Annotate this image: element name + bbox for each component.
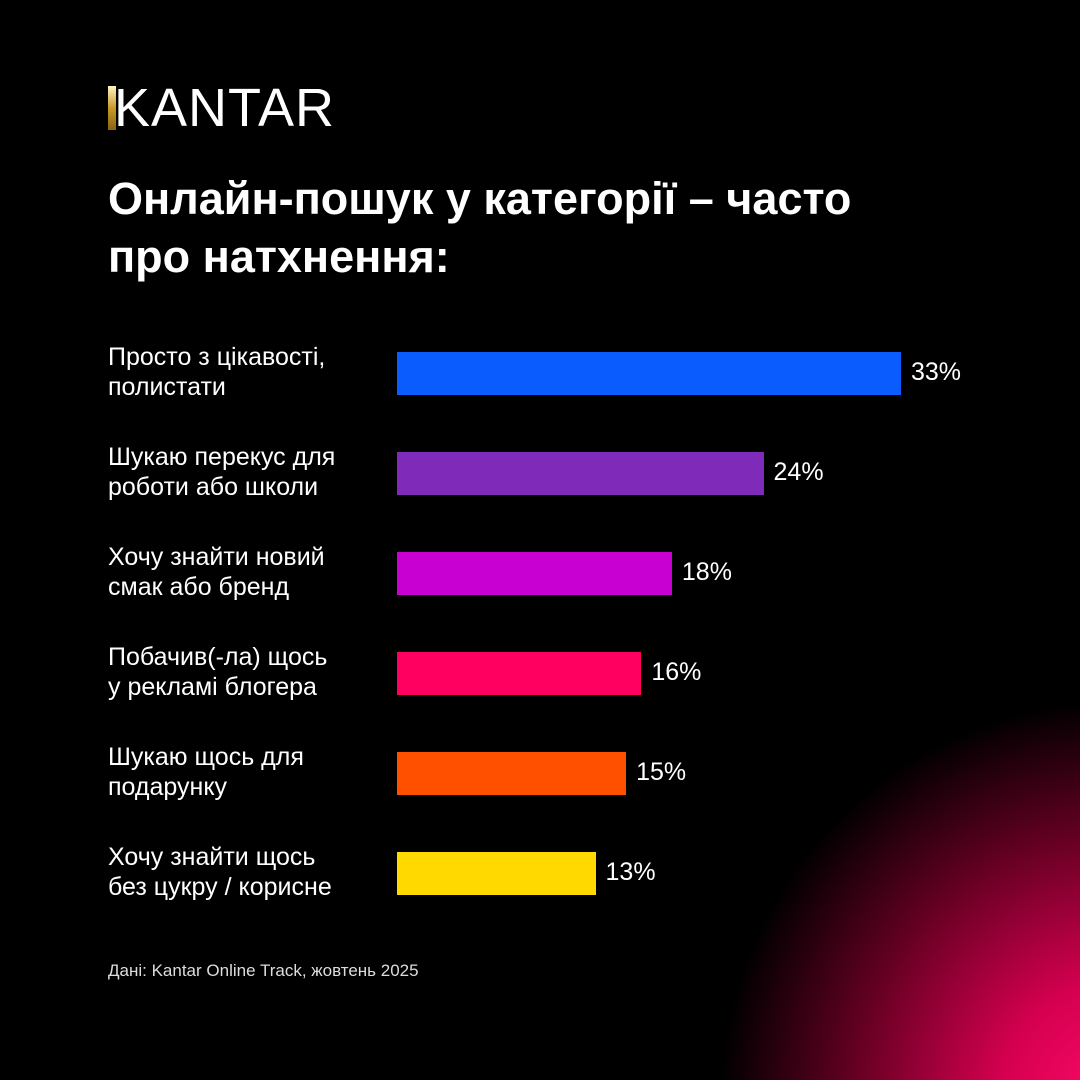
category-label-line: полистати	[108, 373, 226, 401]
bar	[397, 852, 596, 895]
category-label: Хочу знайти новий смак або бренд	[108, 542, 398, 602]
category-label: Побачив(-ла) щось у рекламі блогера	[108, 642, 398, 702]
kantar-logo: KANTAR	[108, 78, 335, 138]
logo-gold-bar	[108, 86, 116, 130]
category-label: Шукаю щось для подарунку	[108, 742, 398, 802]
value-label: 33%	[911, 358, 962, 386]
category-label: Просто з цікавості, полистати	[108, 342, 398, 402]
bar	[397, 552, 672, 595]
category-label-line: Хочу знайти щось	[108, 843, 316, 871]
category-label: Хочу знайти щось без цукру / корисне	[108, 842, 398, 902]
category-label-line: у рекламі блогера	[108, 673, 317, 701]
title-line-1: Онлайн-пошук у категорії – часто	[108, 173, 852, 224]
value-label: 15%	[636, 758, 687, 786]
category-label-line: Просто з цікавості,	[108, 343, 326, 371]
value-label: 16%	[651, 658, 702, 686]
value-label: 24%	[773, 458, 824, 486]
bar	[397, 452, 764, 495]
category-label-line: Хочу знайти новий	[108, 543, 325, 571]
category-label-line: Побачив(-ла) щось	[108, 643, 328, 671]
value-label: 13%	[605, 858, 656, 886]
value-label: 18%	[681, 558, 732, 586]
bar	[397, 752, 627, 795]
category-label-line: Шукаю перекус для	[108, 443, 336, 471]
title-line-2: про натхнення:	[108, 231, 450, 282]
bar	[397, 652, 642, 695]
category-label-line: роботи або школи	[108, 473, 319, 501]
category-label-line: без цукру / корисне	[108, 873, 332, 901]
category-label-line: подарунку	[108, 773, 228, 801]
logo-text: KANTAR	[114, 78, 336, 138]
page-title: Онлайн-пошук у категорії – часто про нат…	[108, 170, 1008, 286]
category-label-line: смак або бренд	[108, 573, 290, 601]
source-note: Дані: Kantar Online Track, жовтень 2025	[108, 961, 419, 980]
bar	[397, 352, 901, 395]
category-label-line: Шукаю щось для	[108, 743, 304, 771]
category-label: Шукаю перекус для роботи або школи	[108, 442, 398, 502]
